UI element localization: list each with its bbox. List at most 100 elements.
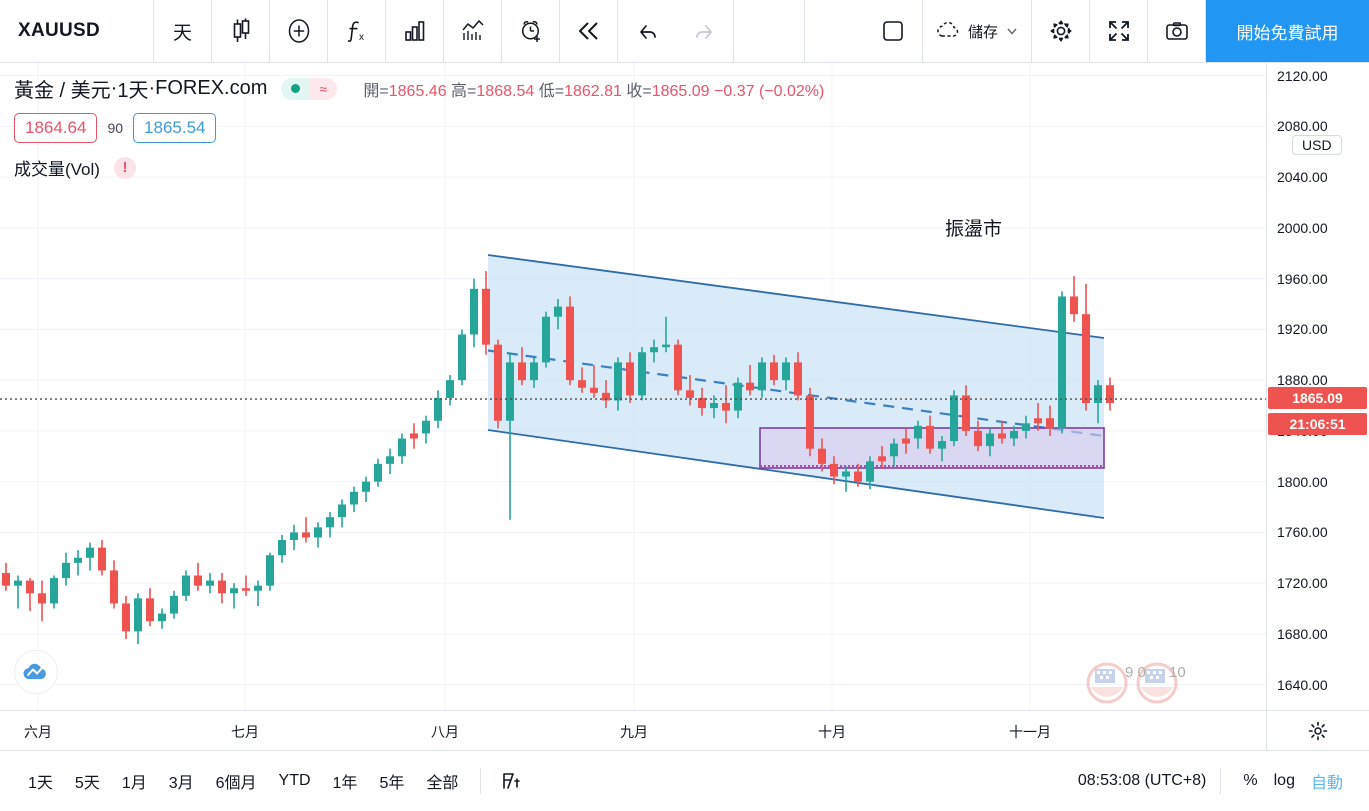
volume-row: 成交量(Vol) ! [14,155,824,180]
ohlc-values: 開=1865.46 高=1868.54 低=1862.81 收=1865.09 … [363,77,824,101]
settings-button[interactable] [1032,0,1090,62]
log-scale-button[interactable]: log [1273,772,1295,789]
legend-symbol-name[interactable]: 黃金 / 美元 [14,80,111,102]
range-selector[interactable]: 1天 5天 1月 3月 6個月 YTD 1年 5年 全部 [0,765,466,797]
alert-button[interactable] [502,0,560,62]
open-label: 開= [363,82,389,100]
time-axis[interactable]: 六月 七月 八月 九月 十月 十一月 [0,710,1369,751]
range-button[interactable]: 1天 [28,775,53,792]
price-tick: 2000.00 [1277,219,1328,236]
price-tick: 2040.00 [1277,169,1328,186]
fx-icon: x [344,18,370,44]
warning-icon[interactable]: ! [113,156,136,179]
square-layout-icon [880,18,906,44]
bar-chart-button[interactable] [386,0,444,62]
alarm-clock-icon [518,18,544,44]
interval-label: 天 [172,22,192,44]
percent-scale-button[interactable]: % [1243,772,1258,789]
add-indicator-button[interactable] [270,0,328,62]
price-tick: 1920.00 [1277,321,1328,338]
clock-label[interactable]: 08:53:08 (UTC+8) [1077,772,1207,789]
top-toolbar: XAUUSD 天 [0,0,1369,63]
start-free-trial-button[interactable]: 開始免費試用 [1206,0,1369,62]
price-tick: 1960.00 [1277,270,1328,287]
chart-style-button[interactable] [212,0,270,62]
range-button[interactable]: YTD [278,772,311,789]
bar-chart-icon [402,19,428,43]
plus-circle-icon [286,18,312,44]
low-value: 1862.81 [564,82,622,100]
price-tick: 1800.00 [1277,473,1328,490]
time-tick: 十月 [818,724,846,740]
toolbar-spacer [734,0,805,62]
chart-cloud-icon [21,660,51,684]
time-axis-settings-button[interactable] [1266,711,1369,751]
price-axis[interactable]: USD 2120.00 2080.00 2040.00 2000.00 1960.00 1… [1266,63,1369,710]
volume-label[interactable]: 成交量(Vol) [14,160,100,179]
camera-icon [1164,20,1190,42]
calendar-icon[interactable] [495,768,527,794]
interval-button[interactable]: 天 [154,0,212,62]
close-value: 1865.09 [651,82,710,100]
gear-icon [1308,721,1328,741]
legend-source[interactable]: FOREX.com [155,77,268,99]
toolbar-spacer-2 [805,0,865,62]
save-layout-button[interactable]: 儲存 [923,0,1032,62]
price-tick: 1880.00 [1277,372,1328,389]
candles-icon [229,18,253,44]
countdown-badge: 21:06:51 [1268,413,1367,436]
market-status-badge[interactable]: ≈ [281,77,338,100]
open-value: 1865.46 [388,82,447,100]
legend-interval[interactable]: 1天 [117,80,149,102]
svg-text:x: x [359,32,364,43]
undo-button[interactable] [618,0,676,62]
legend-title-row: 黃金 / 美元 · 1天 · FOREX.com ≈ 開=1865.46 高=1… [14,74,824,103]
range-button[interactable]: 6個月 [215,775,257,792]
quote-row: 1864.64 90 1865.54 [14,113,824,143]
layout-button[interactable] [865,0,923,62]
fullscreen-button[interactable] [1090,0,1148,62]
line-chart-icon [460,19,486,43]
chart-legend: 黃金 / 美元 · 1天 · FOREX.com ≈ 開=1865.46 高=1… [14,74,824,180]
market-open-dot-icon [281,77,310,100]
price-tick: 1680.00 [1277,625,1328,642]
undo-icon [635,20,659,42]
snapshot-button[interactable] [1148,0,1206,62]
high-value: 1868.54 [476,82,535,100]
symbol-search-button[interactable]: XAUUSD [0,0,154,62]
price-tick: 1760.00 [1277,524,1328,541]
footer-toolbar: 1天 5天 1月 3月 6個月 YTD 1年 5年 全部 08:53:08 (UTC+8) % … [0,751,1369,811]
compare-button[interactable] [444,0,502,62]
price-tick: 1640.00 [1277,676,1328,693]
candlestick-chart[interactable]: 振盪市 [0,63,1266,710]
redo-button[interactable] [676,0,734,62]
high-label: 高= [451,82,477,100]
current-price-badge[interactable]: 1865.09 [1268,387,1367,410]
ask-price[interactable]: 1865.54 [133,113,217,143]
price-tick: 2080.00 [1277,118,1328,135]
auto-scale-button[interactable]: 自動 [1310,775,1343,792]
bid-price[interactable]: 1864.64 [14,113,98,143]
range-button[interactable]: 全部 [426,775,459,792]
time-tick: 九月 [620,724,648,740]
time-tick: 十一月 [1009,724,1051,740]
indicator-fx-button[interactable]: x [328,0,386,62]
range-button[interactable]: 5年 [379,775,405,792]
currency-chip[interactable]: USD [1292,135,1342,155]
chart-annotation-text[interactable]: 振盪市 [945,217,1002,240]
replay-button[interactable] [560,0,618,62]
range-button[interactable]: 5天 [74,775,100,792]
cloud-dashed-icon [935,20,961,42]
tradingview-logo-button[interactable] [14,650,58,694]
price-tick: 1720.00 [1277,575,1328,592]
chevron-down-icon[interactable] [1005,24,1019,38]
spread-value: 90 [107,120,124,136]
market-wave-icon: ≈ [309,77,338,100]
price-tick: 2120.00 [1277,67,1328,84]
redo-icon [693,20,717,42]
range-button[interactable]: 1年 [332,775,358,792]
candle-series [2,271,1114,645]
range-button[interactable]: 3月 [168,775,194,792]
chart-canvas[interactable]: 振盪市 [0,63,1266,710]
range-button[interactable]: 1月 [121,775,147,792]
